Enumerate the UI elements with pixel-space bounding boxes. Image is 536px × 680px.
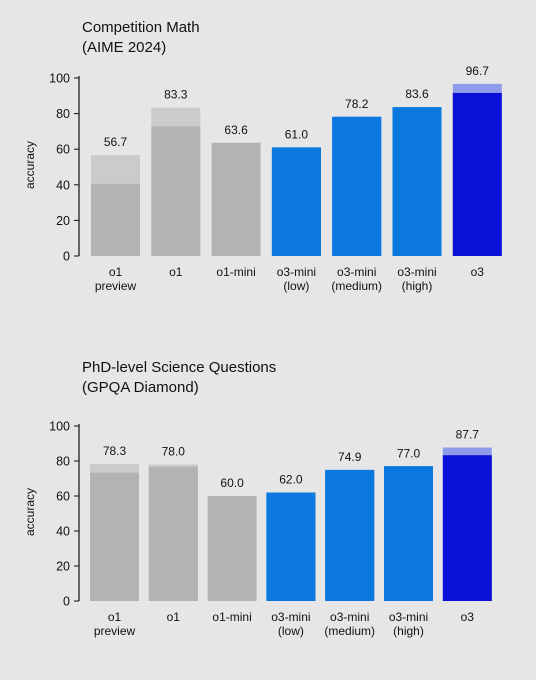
bar	[211, 142, 261, 256]
chart-title-line1: Competition Math	[82, 19, 200, 36]
bar	[452, 92, 502, 257]
y-tick-label: 0	[63, 595, 70, 609]
bar-value-label: 61.0	[285, 127, 309, 141]
y-tick-label: 0	[63, 250, 70, 264]
bar-value-label: 77.0	[397, 446, 421, 460]
x-tick-label: (medium)	[324, 624, 375, 638]
x-tick-label: (low)	[278, 624, 304, 638]
x-tick-label: o1	[167, 610, 181, 624]
bar	[442, 455, 492, 601]
bar	[271, 147, 321, 256]
bar	[266, 492, 316, 601]
chart-title: PhD-level Science Questions (GPQA Diamon…	[82, 358, 276, 398]
bar	[151, 126, 201, 256]
bar-value-label: 63.6	[224, 123, 248, 137]
x-tick-label: o1-mini	[216, 265, 255, 279]
bar-value-label: 78.0	[162, 445, 186, 459]
bar-value-label: 56.7	[104, 135, 128, 149]
competition-math-chart: Competition Math (AIME 2024) accuracy 0 20…	[23, 18, 502, 293]
science-questions-chart: PhD-level Science Questions (GPQA Diamon…	[0, 340, 536, 680]
y-tick-label: 20	[56, 560, 70, 574]
x-tick-label: o3-mini	[389, 610, 428, 624]
bar	[207, 496, 257, 601]
bar	[91, 183, 140, 256]
x-tick-label: o3-mini	[330, 610, 369, 624]
bar-value-label: 74.9	[338, 450, 362, 464]
bar	[325, 469, 375, 601]
y-axis-label: accuracy	[23, 141, 37, 189]
bar-value-label: 83.6	[405, 87, 429, 101]
x-tick-label: o3	[461, 610, 475, 624]
y-tick-label: 80	[56, 455, 70, 469]
x-tick-label: (high)	[402, 279, 433, 293]
y-tick-label: 20	[56, 214, 70, 228]
bar-value-label: 78.3	[103, 444, 127, 458]
chart-title-line1: PhD-level Science Questions	[82, 359, 277, 376]
bar	[148, 466, 198, 601]
gpqa-bar-chart: accuracy02040608010078.3o1preview78.0o16…	[23, 420, 492, 638]
bar-value-label: 83.3	[164, 88, 188, 102]
bar	[332, 116, 382, 256]
bar	[384, 466, 433, 601]
y-tick-label: 60	[56, 490, 70, 504]
bar-value-label: 96.7	[466, 64, 490, 78]
chart-title: Competition Math (AIME 2024)	[82, 18, 200, 58]
bar-value-label: 60.0	[220, 476, 244, 490]
x-tick-label: o1	[108, 610, 122, 624]
x-tick-label: o1	[169, 265, 183, 279]
x-tick-label: o3-mini	[397, 265, 436, 279]
y-tick-label: 80	[56, 107, 70, 121]
x-tick-label: o3-mini	[277, 265, 316, 279]
x-tick-label: o1	[109, 265, 123, 279]
x-tick-label: (high)	[393, 624, 424, 638]
y-tick-label: 40	[56, 178, 70, 192]
aime-bar-chart: accuracy02040608010056.7o1preview83.3o16…	[23, 64, 502, 293]
x-tick-label: o3-mini	[337, 265, 376, 279]
chart-title-line2: (AIME 2024)	[82, 39, 167, 56]
chart-title-line2: (GPQA Diamond)	[82, 379, 199, 396]
x-tick-label: (medium)	[331, 279, 382, 293]
bar	[90, 472, 139, 601]
y-tick-label: 100	[49, 420, 70, 434]
x-tick-label: preview	[94, 624, 136, 638]
bar-value-label: 78.2	[345, 97, 369, 111]
y-tick-label: 100	[49, 72, 70, 86]
y-tick-label: 60	[56, 143, 70, 157]
bar	[392, 107, 442, 256]
x-tick-label: o3	[471, 265, 485, 279]
bar-value-label: 62.0	[279, 473, 303, 487]
bar-value-label: 87.7	[456, 428, 480, 442]
y-axis-label: accuracy	[23, 488, 37, 536]
x-tick-label: o3-mini	[271, 610, 310, 624]
x-tick-label: (low)	[283, 279, 309, 293]
x-tick-label: preview	[95, 279, 137, 293]
x-tick-label: o1-mini	[212, 610, 251, 624]
y-tick-label: 40	[56, 525, 70, 539]
